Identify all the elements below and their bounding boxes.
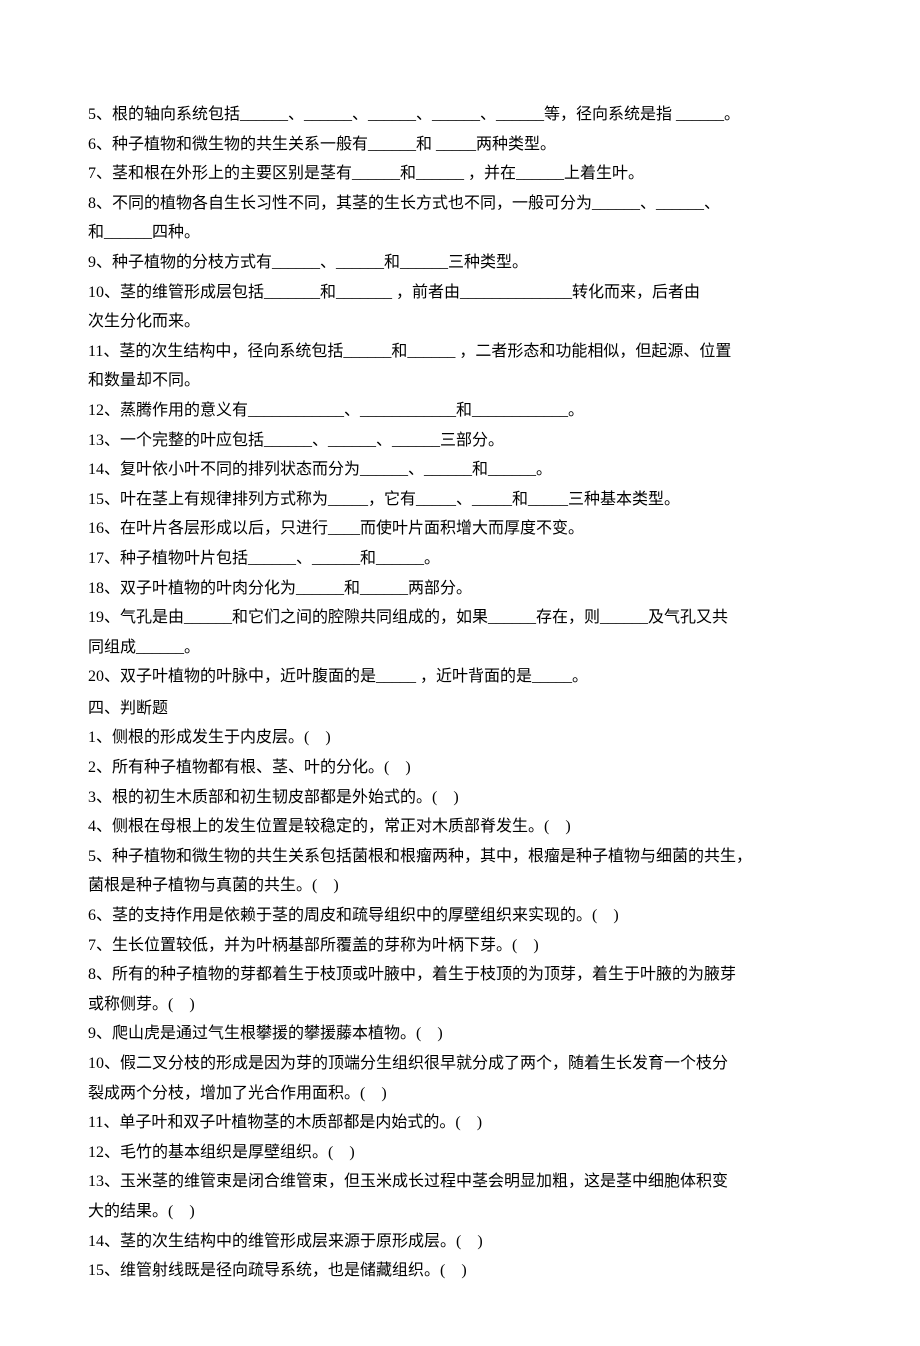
fill-q8-l1: 8、不同的植物各自生长习性不同，其茎的生长方式也不同，一般可分为______、_… (88, 189, 832, 219)
judge-q3: 3、根的初生木质部和初生韧皮部都是外始式的。( ) (88, 783, 832, 813)
fill-q6: 6、种子植物和微生物的共生关系一般有______和 _____两种类型。 (88, 130, 832, 160)
judge-q6: 6、茎的支持作用是依赖于茎的周皮和疏导组织中的厚壁组织来实现的。( ) (88, 901, 832, 931)
fill-q19-l2: 同组成______。 (88, 633, 832, 663)
fill-q18: 18、双子叶植物的叶肉分化为______和______两部分。 (88, 574, 832, 604)
fill-q12: 12、蒸腾作用的意义有____________、____________和___… (88, 396, 832, 426)
fill-q13: 13、一个完整的叶应包括______、______、______三部分。 (88, 426, 832, 456)
judge-q8-l2: 或称侧芽。( ) (88, 990, 832, 1020)
fill-q16: 16、在叶片各层形成以后，只进行____而使叶片面积增大而厚度不变。 (88, 514, 832, 544)
fill-q17: 17、种子植物叶片包括______、______和______。 (88, 544, 832, 574)
fill-q14: 14、复叶依小叶不同的排列状态而分为______、______和______。 (88, 455, 832, 485)
judge-q5-l2: 菌根是种子植物与真菌的共生。( ) (88, 871, 832, 901)
judge-q9: 9、爬山虎是通过气生根攀援的攀援藤本植物。( ) (88, 1019, 832, 1049)
fill-q20: 20、双子叶植物的叶脉中，近叶腹面的是_____ ，近叶背面的是_____。 (88, 662, 832, 692)
judge-q4: 4、侧根在母根上的发生位置是较稳定的，常正对木质部脊发生。( ) (88, 812, 832, 842)
fill-q10-l1: 10、茎的维管形成层包括_______和_______ ，前者由________… (88, 278, 832, 308)
fill-q7: 7、茎和根在外形上的主要区别是茎有______和______ ，并在______… (88, 159, 832, 189)
judge-q1: 1、侧根的形成发生于内皮层。( ) (88, 723, 832, 753)
judge-q13-l2: 大的结果。( ) (88, 1197, 832, 1227)
judge-q7: 7、生长位置较低，并为叶柄基部所覆盖的芽称为叶柄下芽。( ) (88, 931, 832, 961)
judge-q2: 2、所有种子植物都有根、茎、叶的分化。( ) (88, 753, 832, 783)
judge-q10-l1: 10、假二叉分枝的形成是因为芽的顶端分生组织很早就分成了两个，随着生长发育一个枝… (88, 1049, 832, 1079)
section-4-title: 四、判断题 (88, 694, 832, 724)
judge-q8-l1: 8、所有的种子植物的芽都着生于枝顶或叶腋中，着生于枝顶的为顶芽，着生于叶腋的为腋… (88, 960, 832, 990)
judge-q10-l2: 裂成两个分枝，增加了光合作用面积。( ) (88, 1079, 832, 1109)
fill-q10-l2: 次生分化而来。 (88, 307, 832, 337)
fill-q8-l2: 和______四种。 (88, 218, 832, 248)
fill-q9: 9、种子植物的分枝方式有______、______和______三种类型。 (88, 248, 832, 278)
judge-q15: 15、维管射线既是径向疏导系统，也是储藏组织。( ) (88, 1256, 832, 1286)
judge-q14: 14、茎的次生结构中的维管形成层来源于原形成层。( ) (88, 1227, 832, 1257)
judge-q5-l1: 5、种子植物和微生物的共生关系包括菌根和根瘤两种，其中，根瘤是种子植物与细菌的共… (88, 842, 832, 872)
judge-q11: 11、单子叶和双子叶植物茎的木质部都是内始式的。( ) (88, 1108, 832, 1138)
judge-q12: 12、毛竹的基本组织是厚壁组织。( ) (88, 1138, 832, 1168)
fill-q11-l2: 和数量却不同。 (88, 366, 832, 396)
fill-q19-l1: 19、气孔是由______和它们之间的腔隙共同组成的，如果______存在，则_… (88, 603, 832, 633)
judge-q13-l1: 13、玉米茎的维管束是闭合维管束，但玉米成长过程中茎会明显加粗，这是茎中细胞体积… (88, 1167, 832, 1197)
fill-q11-l1: 11、茎的次生结构中，径向系统包括______和______ ，二者形态和功能相… (88, 337, 832, 367)
fill-q15: 15、叶在茎上有规律排列方式称为_____，它有_____、_____和____… (88, 485, 832, 515)
fill-q5: 5、根的轴向系统包括______、______、______、______、__… (88, 100, 832, 130)
